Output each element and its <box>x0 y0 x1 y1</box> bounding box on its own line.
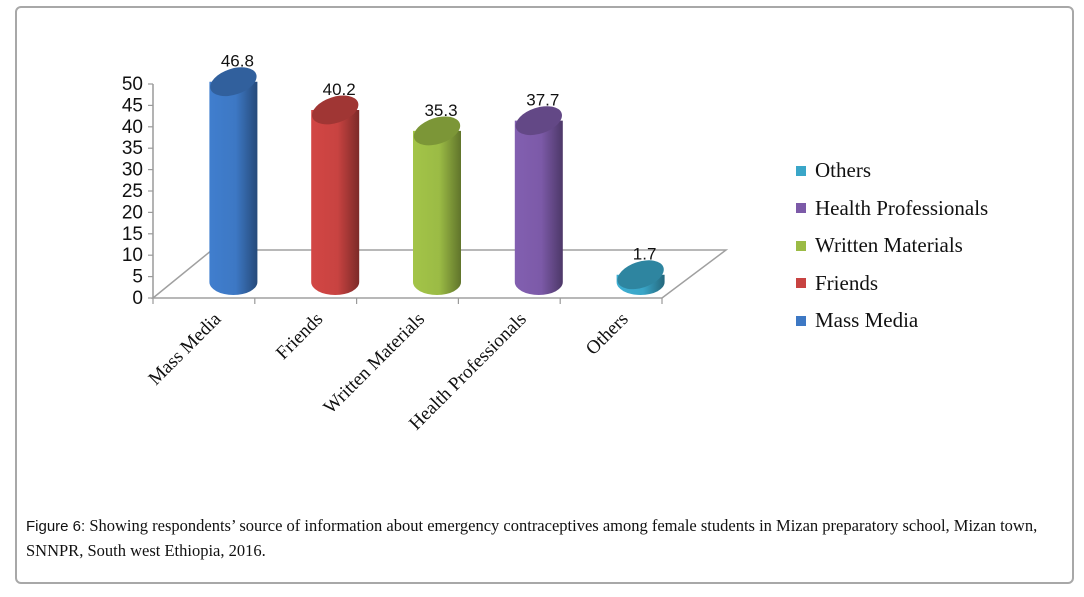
bar-top <box>617 260 664 290</box>
bar-top <box>515 106 562 136</box>
data-label: 37.7 <box>526 91 559 110</box>
caption-label: Figure 6: <box>26 518 86 535</box>
legend-item: Others <box>796 152 988 190</box>
bar-others <box>616 260 665 295</box>
bar-body <box>209 81 258 295</box>
bar-top <box>413 116 461 146</box>
data-label: 35.3 <box>424 101 457 120</box>
bar-top <box>210 67 257 97</box>
bar-mass-media <box>209 67 258 295</box>
y-tick-label: 0 <box>132 288 143 309</box>
bar-friends <box>311 95 360 295</box>
bar-health-professionals <box>514 106 563 295</box>
bars <box>209 67 665 295</box>
x-tick-label: Mass Media <box>145 308 226 389</box>
bar-top <box>312 95 359 125</box>
legend-label: Friends <box>815 270 878 295</box>
legend: Others Health Professionals Written Materi… <box>796 152 988 340</box>
legend-item: Health Professionals <box>796 190 988 228</box>
floor-outline <box>150 249 729 299</box>
legend-swatch <box>796 240 806 251</box>
y-tick-label: 20 <box>122 202 143 223</box>
bar-body <box>514 120 563 295</box>
legend-label: Health Professionals <box>815 195 989 220</box>
legend-swatch <box>796 165 806 176</box>
y-tick-label: 45 <box>122 95 143 116</box>
data-label: 40.2 <box>323 80 356 99</box>
legend-swatch <box>796 203 806 214</box>
legend-item: Written Materials <box>796 227 988 265</box>
y-tick-label: 40 <box>122 117 143 138</box>
bar-written-materials <box>413 116 461 295</box>
caption-text: Showing respondents’ source of informati… <box>26 516 1038 560</box>
legend-swatch <box>796 315 806 326</box>
figure-caption: Figure 6: Showing respondents’ source of… <box>26 514 1066 563</box>
legend-item: Friends <box>796 265 988 303</box>
y-tick-label: 35 <box>122 138 143 159</box>
figure-frame <box>15 6 1074 584</box>
y-tick-label: 30 <box>122 160 143 181</box>
data-label: 1.7 <box>633 245 657 264</box>
legend-item: Mass Media <box>796 302 988 340</box>
y-tick-label: 25 <box>122 181 143 202</box>
bar-body <box>413 130 461 295</box>
y-tick-label: 15 <box>122 224 143 245</box>
y-tick-label: 10 <box>122 245 143 266</box>
data-label: 46.8 <box>221 52 254 71</box>
data-labels: 46.8 40.2 35.3 37.7 1.7 <box>221 52 657 264</box>
x-tick-label: Written Materials <box>320 309 429 418</box>
x-tick-label: Friends <box>272 309 327 364</box>
legend-label: Written Materials <box>815 233 963 258</box>
chart-floor <box>150 249 729 299</box>
legend-label: Mass Media <box>815 308 919 333</box>
bar-body <box>311 109 360 295</box>
legend-label: Others <box>815 158 871 183</box>
legend-swatch <box>796 278 806 289</box>
y-tick-label: 50 <box>122 74 143 95</box>
y-tick-label: 5 <box>132 267 143 288</box>
x-tick-label: Others <box>582 309 633 360</box>
